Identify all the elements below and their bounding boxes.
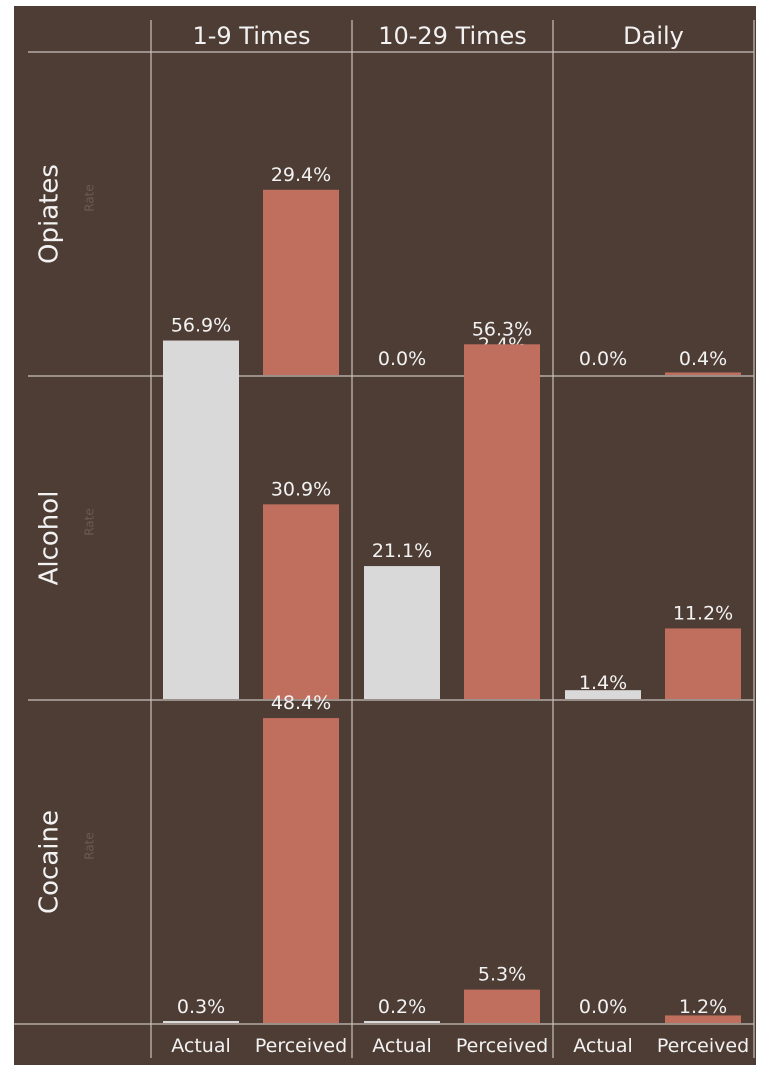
column-header-daily: Daily — [623, 22, 684, 50]
data-label-opiates-daily-perceived: 0.4% — [679, 348, 727, 370]
data-label-opiates-10-29-times-actual: 0.0% — [378, 348, 426, 370]
data-label-alcohol-1-9-times-perceived: 30.9% — [271, 478, 331, 500]
data-label-alcohol-daily-actual: 1.4% — [579, 672, 627, 694]
data-label-alcohol-10-29-times-actual: 21.1% — [372, 540, 432, 562]
bar-opiates-1-9-times-perceived — [263, 189, 339, 375]
data-label-cocaine-10-29-times-perceived: 5.3% — [478, 964, 526, 986]
category-label-daily-actual: Actual — [573, 1035, 633, 1057]
data-label-alcohol-1-9-times-actual: 56.9% — [171, 315, 231, 337]
category-label-daily-perceived: Perceived — [657, 1035, 749, 1057]
category-label-10-29-times-perceived: Perceived — [456, 1035, 548, 1057]
axis-label-cocaine: Rate — [83, 832, 97, 860]
axis-label-opiates: Rate — [83, 184, 97, 212]
category-label-10-29-times-actual: Actual — [372, 1035, 432, 1057]
data-label-cocaine-daily-perceived: 1.2% — [679, 996, 727, 1018]
bar-alcohol-1-9-times-perceived — [263, 504, 339, 699]
bar-cocaine-10-29-times-actual — [364, 1021, 440, 1023]
small-multiples-bar-chart: 1-9 Times 10-29 Times Daily Opiates Rate Alco… — [14, 6, 756, 1065]
column-header-10-29-times: 10-29 Times — [378, 22, 527, 50]
data-label-cocaine-daily-actual: 0.0% — [579, 996, 627, 1018]
chart-background — [14, 6, 756, 1065]
bar-cocaine-1-9-times-perceived — [263, 718, 339, 1023]
bar-alcohol-1-9-times-actual — [163, 340, 239, 699]
bar-cocaine-1-9-times-actual — [163, 1021, 239, 1023]
data-label-opiates-daily-actual: 0.0% — [579, 348, 627, 370]
axis-label-alcohol: Rate — [83, 508, 97, 536]
bar-alcohol-10-29-times-perceived — [464, 344, 540, 699]
row-header-cocaine: Cocaine — [35, 810, 65, 914]
data-label-cocaine-1-9-times-perceived: 48.4% — [271, 692, 331, 714]
column-header-1-9-times: 1-9 Times — [192, 22, 310, 50]
category-label-1-9-times-perceived: Perceived — [255, 1035, 347, 1057]
bar-cocaine-daily-perceived — [665, 1015, 741, 1023]
bar-alcohol-daily-actual — [565, 690, 641, 699]
data-label-alcohol-daily-perceived: 11.2% — [673, 602, 733, 624]
data-label-opiates-1-9-times-perceived: 29.4% — [271, 164, 331, 186]
category-label-1-9-times-actual: Actual — [171, 1035, 231, 1057]
bar-alcohol-daily-perceived — [665, 628, 741, 699]
row-header-alcohol: Alcohol — [35, 491, 65, 586]
data-label-cocaine-1-9-times-actual: 0.3% — [177, 996, 225, 1018]
data-label-cocaine-10-29-times-actual: 0.2% — [378, 996, 426, 1018]
row-header-opiates: Opiates — [35, 164, 65, 264]
data-label-alcohol-10-29-times-perceived: 56.3% — [472, 318, 532, 340]
bar-cocaine-10-29-times-perceived — [464, 989, 540, 1023]
bar-alcohol-10-29-times-actual — [364, 566, 440, 699]
bar-opiates-daily-perceived — [665, 372, 741, 375]
